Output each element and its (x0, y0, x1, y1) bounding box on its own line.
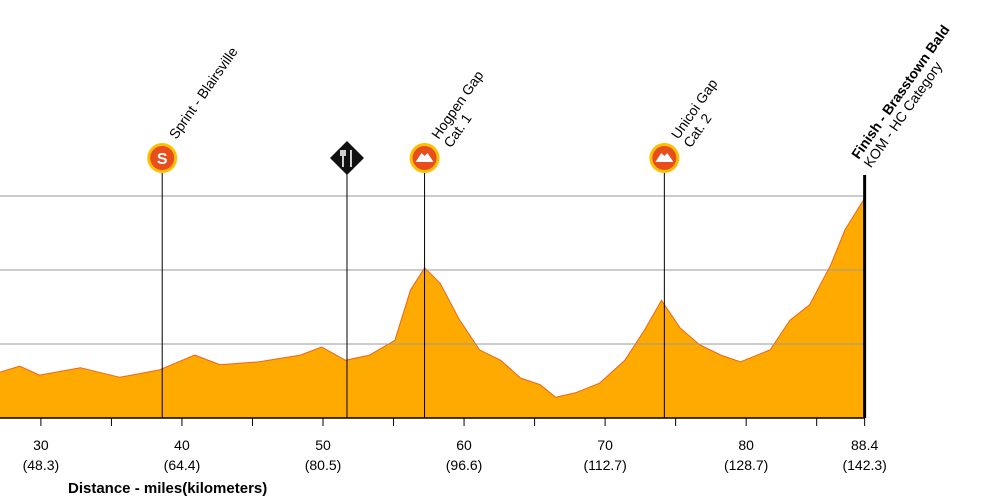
feed-utensils (340, 150, 352, 167)
x-tick-label: 30 (33, 437, 49, 453)
marker-icon-inner (150, 146, 175, 170)
x-tick-label: 80 (738, 437, 754, 453)
marker-icon-text: S (157, 151, 168, 168)
x-tick-km-label: (112.7) (583, 457, 626, 473)
x-tick-km-label: (128.7) (724, 457, 768, 473)
x-tick-label: 40 (174, 437, 190, 453)
x-tick-km-label: (48.3) (23, 457, 60, 473)
x-tick-km-label: (80.5) (305, 457, 342, 473)
x-tick-km-label: (142.3) (842, 457, 886, 473)
marker-label-line: Sprint - Blairsville (166, 44, 241, 142)
feed-icon (329, 141, 364, 175)
profile-line (0, 197, 866, 398)
x-tick-label: 70 (597, 437, 613, 453)
mountain-icon (655, 153, 674, 162)
x-tick-label: 50 (315, 437, 331, 453)
mountain-icon (415, 153, 434, 162)
area-fill (0, 198, 865, 418)
x-tick-km-label: (96.6) (446, 457, 483, 473)
x-axis-title: Distance - miles(kilometers) (68, 480, 267, 497)
x-tick-label: 60 (456, 437, 472, 453)
x-tick-km-label: (64.4) (164, 457, 201, 473)
marker-label-line: Finish - Brasstown Bald (848, 22, 953, 162)
marker-label: Sprint - Blairsville (166, 44, 241, 142)
x-tick-label: 88.4 (851, 437, 878, 453)
